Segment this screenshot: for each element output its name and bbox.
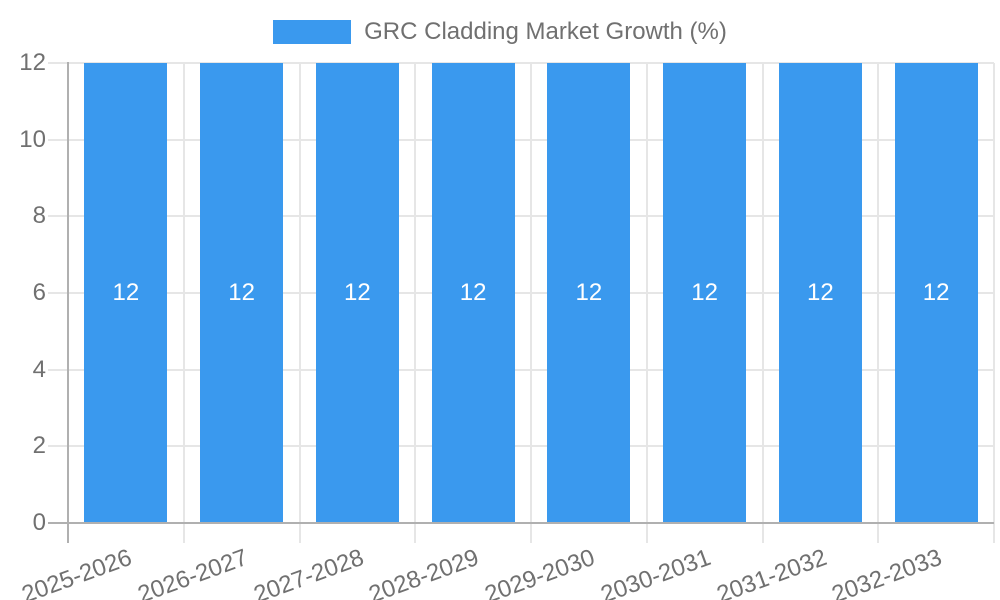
y-tick-label: 6 (32, 279, 46, 306)
bar-2030-2031[interactable] (663, 63, 747, 523)
legend-item[interactable]: GRC Cladding Market Growth (%) (273, 18, 727, 46)
legend-swatch (273, 20, 352, 44)
x-tick-label: 2032-2033 (828, 543, 946, 600)
x-axis-line (48, 522, 994, 524)
bar-value-label: 12 (575, 279, 603, 306)
bar-2031-2032[interactable] (778, 63, 862, 523)
v-gridline (877, 63, 880, 543)
h-gridline (48, 138, 994, 141)
x-tick-label: 2028-2029 (365, 543, 483, 600)
x-tick-label: 2025-2026 (18, 543, 136, 600)
h-gridline (48, 62, 994, 64)
x-tick-label: 2027-2028 (249, 543, 367, 600)
legend: GRC Cladding Market Growth (%) (0, 18, 1000, 46)
y-tick-label: 0 (32, 509, 46, 536)
bar-2026-2027[interactable] (200, 63, 284, 523)
y-tick-label: 8 (32, 202, 46, 230)
y-axis-line (67, 62, 69, 543)
v-gridline (645, 63, 648, 543)
bar-value-label: 12 (459, 279, 487, 306)
v-gridline (298, 63, 301, 543)
bar-value-label: 12 (228, 279, 255, 306)
bar-value-label: 12 (807, 279, 834, 306)
x-tick-label: 2026-2027 (134, 543, 252, 600)
legend-label: GRC Cladding Market Growth (%) (364, 18, 727, 45)
v-gridline (530, 63, 532, 543)
bar-value-label: 12 (112, 279, 140, 306)
bar-value-label: 12 (922, 279, 950, 306)
h-gridline (48, 292, 994, 294)
v-gridline (414, 63, 417, 543)
x-tick-label: 2031-2032 (712, 543, 830, 600)
y-tick-label: 4 (32, 355, 46, 383)
h-gridline (48, 215, 994, 218)
bar-2027-2028[interactable] (315, 63, 399, 523)
v-gridline (993, 63, 995, 543)
x-tick-label: 2029-2030 (481, 543, 599, 600)
bar-2025-2026[interactable] (84, 63, 168, 523)
y-tick-label: 10 (19, 125, 46, 153)
x-tick-label: 2030-2031 (597, 543, 715, 600)
v-gridline (182, 63, 185, 543)
bar-value-label: 12 (344, 279, 371, 306)
h-gridline (48, 445, 994, 448)
bar-2032-2033[interactable] (894, 63, 978, 523)
y-tick-label: 12 (19, 49, 46, 76)
bar-2028-2029[interactable] (431, 63, 515, 523)
v-gridline (761, 63, 764, 543)
y-tick-label: 2 (32, 432, 46, 460)
bar-2029-2030[interactable] (547, 63, 631, 523)
h-gridline (48, 368, 994, 371)
bar-value-label: 12 (691, 279, 718, 306)
